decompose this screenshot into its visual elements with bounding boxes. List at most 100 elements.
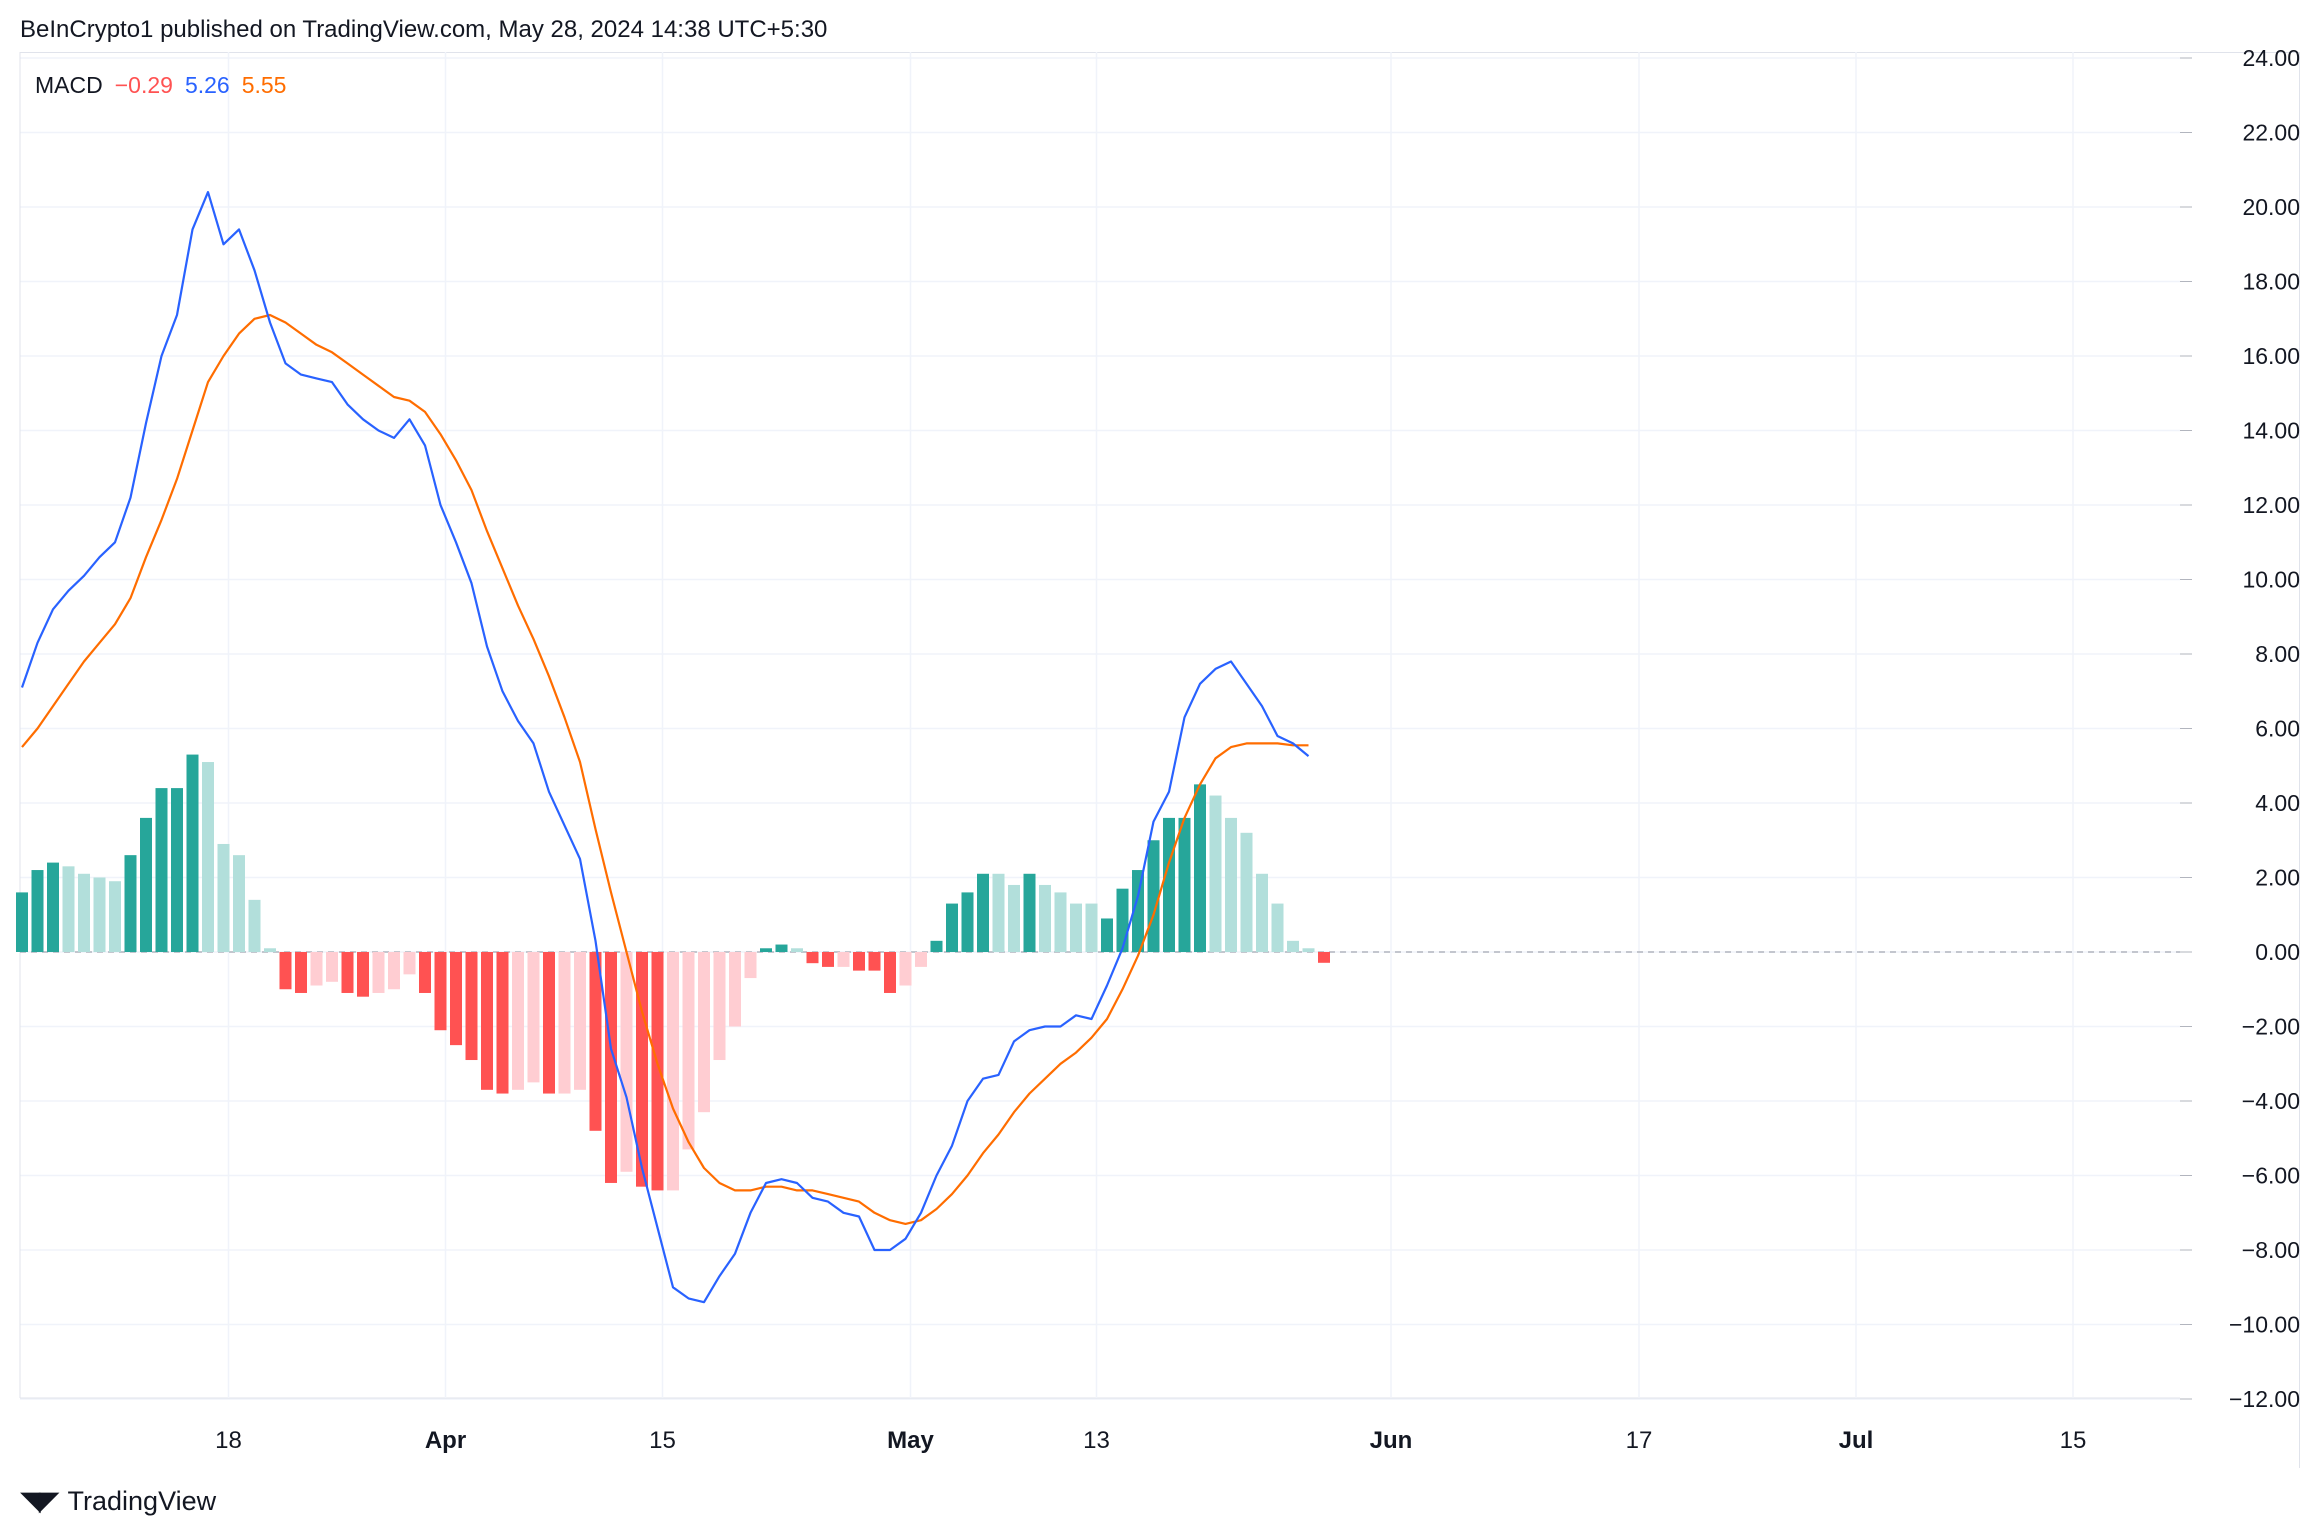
histogram-bar bbox=[1163, 817, 1175, 952]
y-tick-label: 18.00 bbox=[2242, 269, 2300, 295]
histogram-bar bbox=[310, 952, 323, 986]
histogram-bar bbox=[124, 855, 137, 952]
y-axis[interactable]: 24.00 22.00 20.00 18.00 16.00 14.00 12.00 10.00… bbox=[2180, 45, 2300, 1412]
x-tick-label: 13 bbox=[1083, 1427, 1110, 1454]
histogram-bar bbox=[434, 952, 447, 1031]
histogram-bar bbox=[915, 952, 927, 967]
histogram-bar bbox=[1101, 918, 1113, 952]
y-tick-label: 20.00 bbox=[2242, 194, 2300, 220]
x-tick-label: 15 bbox=[649, 1427, 676, 1454]
histogram-bar bbox=[605, 952, 617, 1183]
histogram-bar bbox=[388, 952, 400, 990]
histogram-bar bbox=[1054, 892, 1067, 952]
macd-chart[interactable]: 24.00 22.00 20.00 18.00 16.00 14.00 12.00 10.00… bbox=[0, 0, 2320, 1480]
histogram-bar bbox=[1085, 903, 1098, 952]
histogram-bar bbox=[651, 952, 664, 1191]
histogram-bar bbox=[946, 903, 958, 952]
histogram-bar bbox=[868, 952, 881, 971]
histogram-bar bbox=[698, 952, 710, 1113]
tradingview-footer[interactable]: ◥◤ TradingView bbox=[20, 1486, 216, 1517]
histogram-bar bbox=[1008, 884, 1020, 952]
histogram-bar bbox=[1116, 888, 1129, 952]
histogram-bar bbox=[512, 952, 524, 1090]
y-tick-label: −10.00 bbox=[2229, 1312, 2300, 1338]
histogram-bar bbox=[775, 944, 788, 952]
histogram-bar bbox=[1240, 832, 1253, 952]
x-tick-label: May bbox=[887, 1427, 934, 1454]
histogram-bar bbox=[217, 843, 230, 952]
y-tick-label: 14.00 bbox=[2242, 418, 2300, 444]
macd-line bbox=[20, 191, 1310, 1304]
legend-macd-value: 5.26 bbox=[184, 72, 230, 98]
y-tick-label: −8.00 bbox=[2242, 1237, 2300, 1263]
x-axis[interactable]: 18 Apr 15 May 13 Jun 17 Jul 15 bbox=[215, 1427, 2086, 1454]
histogram-bar bbox=[233, 855, 245, 952]
x-tick-label: Jul bbox=[1839, 1427, 1874, 1454]
histogram-bar bbox=[78, 873, 90, 952]
histogram-bar bbox=[930, 940, 943, 952]
histogram-bar bbox=[1209, 795, 1222, 952]
histogram-bar bbox=[682, 952, 695, 1150]
histogram-bar bbox=[1178, 817, 1191, 952]
histogram-bar bbox=[729, 952, 741, 1027]
y-tick-label: 4.00 bbox=[2255, 790, 2300, 816]
histogram-bar bbox=[295, 952, 307, 993]
indicator-legend[interactable]: MACD −0.29 5.26 5.55 bbox=[35, 72, 298, 99]
x-tick-label: 15 bbox=[2060, 1427, 2087, 1454]
histogram-bar bbox=[155, 788, 168, 952]
y-tick-label: 8.00 bbox=[2255, 641, 2300, 667]
histogram-bar bbox=[62, 866, 75, 952]
histogram-bar bbox=[574, 952, 586, 1090]
histogram-bar bbox=[403, 952, 416, 975]
histogram-bar bbox=[93, 877, 106, 952]
chart-frame bbox=[20, 52, 2300, 1468]
histogram-bar bbox=[47, 862, 59, 952]
histogram-bar bbox=[372, 952, 385, 993]
histogram-bar bbox=[620, 952, 633, 1172]
y-tick-label: −6.00 bbox=[2242, 1163, 2300, 1189]
histogram-bar bbox=[31, 870, 44, 952]
y-tick-label: −2.00 bbox=[2242, 1014, 2300, 1040]
histogram-bar bbox=[1132, 870, 1144, 952]
x-tick-label: 17 bbox=[1626, 1427, 1653, 1454]
y-tick-label: 24.00 bbox=[2242, 45, 2300, 71]
legend-indicator-name: MACD bbox=[35, 72, 103, 98]
histogram-bar bbox=[1302, 948, 1315, 952]
histogram-bar bbox=[806, 952, 819, 964]
histogram-bar bbox=[589, 952, 602, 1131]
histogram-bar bbox=[791, 948, 803, 952]
y-tick-label: 22.00 bbox=[2242, 120, 2300, 146]
x-tick-label: 18 bbox=[215, 1427, 242, 1454]
publisher-header: BeInCrypto1 published on TradingView.com… bbox=[20, 16, 828, 43]
histogram-bar bbox=[1070, 903, 1082, 952]
histogram-bar bbox=[465, 952, 478, 1061]
histogram-bar bbox=[1194, 784, 1206, 952]
histogram-bar bbox=[977, 873, 989, 952]
footer-brand: TradingView bbox=[67, 1486, 217, 1516]
histogram-bar bbox=[357, 952, 369, 997]
histogram-bar bbox=[202, 762, 214, 952]
histogram-bar bbox=[248, 899, 261, 952]
histogram-bar bbox=[992, 873, 1005, 952]
legend-signal-value: 5.55 bbox=[241, 72, 287, 98]
histogram-bar bbox=[326, 952, 338, 982]
histogram-bar bbox=[558, 952, 571, 1094]
histogram-bar bbox=[1039, 884, 1051, 952]
histogram-bar bbox=[744, 952, 757, 979]
histogram-bar bbox=[1023, 873, 1036, 952]
y-tick-label: 12.00 bbox=[2242, 492, 2300, 518]
histogram-bar bbox=[171, 788, 183, 952]
histogram-bar bbox=[713, 952, 726, 1061]
histogram-bar bbox=[1271, 903, 1284, 952]
histogram-bar bbox=[884, 952, 896, 993]
histogram-bar bbox=[822, 952, 834, 967]
histogram-bar bbox=[837, 952, 850, 967]
histogram-bar bbox=[16, 892, 28, 952]
histogram-bar bbox=[636, 952, 648, 1187]
histogram-bar bbox=[1147, 840, 1160, 952]
x-tick-label: Apr bbox=[425, 1427, 466, 1454]
legend-histogram-value: −0.29 bbox=[114, 72, 173, 98]
tradingview-logo-icon: ◥◤ bbox=[20, 1486, 60, 1516]
histogram-bars bbox=[16, 754, 1330, 1191]
histogram-bar bbox=[264, 948, 276, 952]
